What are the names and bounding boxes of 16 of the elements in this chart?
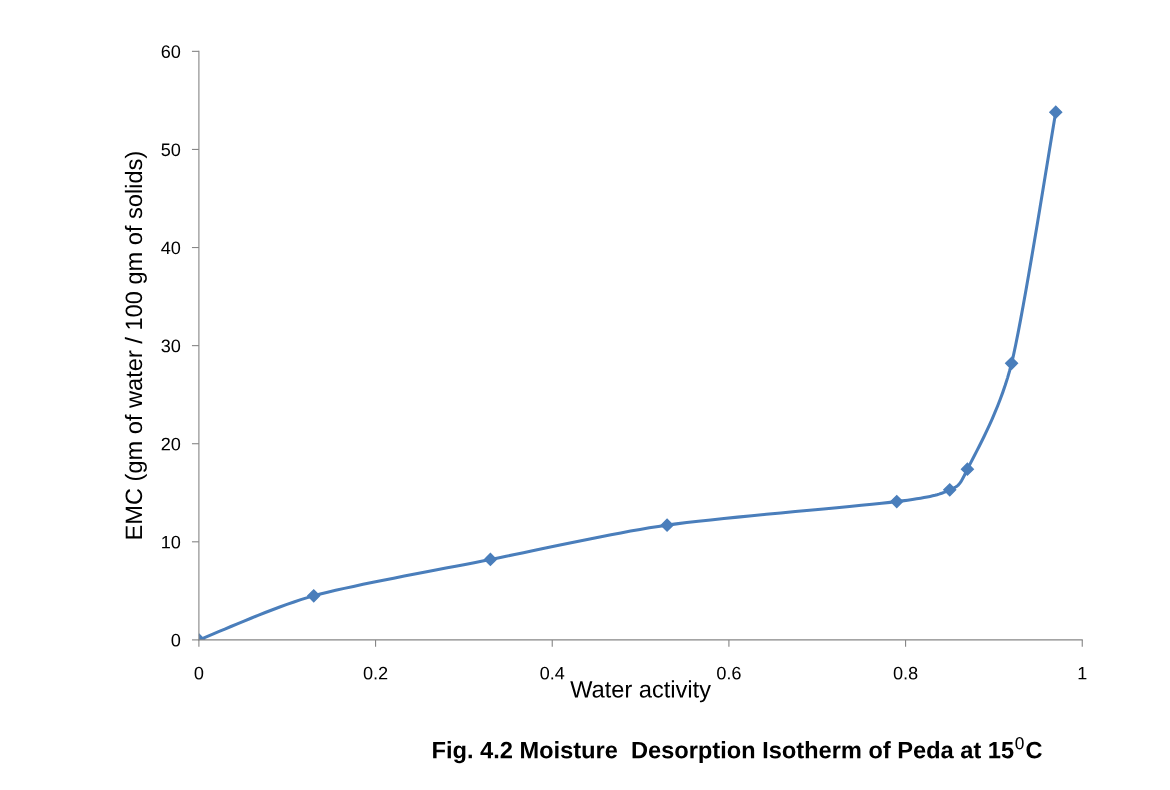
x-tick-label: 0.2 (363, 666, 388, 680)
x-tick-label: 0.8 (893, 666, 918, 680)
y-tick-label: 40 (161, 241, 181, 255)
x-tick-label: 0.6 (717, 666, 741, 680)
y-tick-label: 50 (161, 143, 181, 157)
x-tick-label: 0.4 (540, 666, 565, 680)
y-axis-title: EMC (gm of water / 100 gm of solids) (124, 152, 147, 539)
text: Fig. 4.2 Moisture Desorption Isotherm of Peda at 15$^{0}$C (433, 736, 1042, 764)
x-axis-title: Water activity (570, 680, 711, 703)
x-tick-label: 1 (1078, 666, 1087, 680)
y-tick-label: 0 (171, 633, 181, 647)
y-tick-label: 30 (161, 339, 181, 353)
y-tick-label: 60 (161, 45, 181, 59)
y-tick-label: 20 (161, 437, 181, 451)
x-tick-label: 0 (194, 666, 204, 680)
y-tick-label: 10 (162, 535, 181, 549)
